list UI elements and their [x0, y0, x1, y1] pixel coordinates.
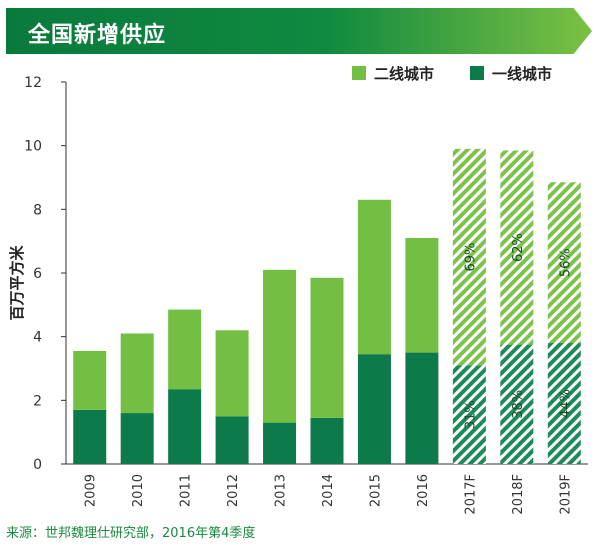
- banner-chevron-decoration: [573, 8, 592, 54]
- x-tick-label: 2018F: [511, 474, 526, 515]
- bar-tier2: [73, 350, 107, 410]
- x-tick-label: 2009: [84, 474, 99, 507]
- bar-tier2: [452, 148, 486, 366]
- source-note: 来源：世邦魏理仕研究部，2016年第4季度: [6, 526, 256, 541]
- x-tick-label: 2017F: [463, 474, 478, 515]
- bar-tier2: [215, 330, 249, 417]
- bar-tier2: [547, 182, 581, 344]
- x-tick-label: 2010: [131, 474, 146, 507]
- bar-tier1: [452, 365, 486, 464]
- legend-swatch: [470, 66, 484, 80]
- bar-tier2: [500, 150, 534, 345]
- legend-swatch: [352, 66, 366, 80]
- x-tick-label: 2012: [226, 474, 241, 507]
- y-tick-label: 4: [33, 330, 42, 346]
- data-label-tier1: 31%: [463, 400, 478, 429]
- y-tick-label: 6: [33, 266, 42, 282]
- bar-tier2: [357, 199, 391, 355]
- bar-tier1: [215, 416, 249, 464]
- bar-tier1: [357, 354, 391, 464]
- data-label-tier1: 44%: [558, 389, 573, 418]
- legend: 二线城市 一线城市: [352, 65, 552, 83]
- data-label-tier2: 69%: [463, 243, 478, 272]
- bars: [73, 148, 581, 464]
- legend-label: 一线城市: [492, 65, 552, 83]
- bar-tier1: [73, 409, 107, 464]
- bar-tier2: [168, 309, 202, 390]
- axes: 0 2 4 6 8 10 12 百万平方米 2009 2010 2011 2012 2013 2014 20…: [8, 75, 588, 515]
- x-tick-label: 2015: [368, 474, 383, 507]
- bar-tier1: [547, 343, 581, 464]
- y-tick-label: 10: [24, 139, 42, 155]
- title-banner: 全国新增供应: [6, 8, 592, 54]
- x-tick-label: 2019F: [558, 474, 573, 515]
- x-tick-label: 2016: [416, 474, 431, 507]
- y-tick-label: 0: [33, 457, 42, 473]
- data-label-tier1: 38%: [511, 390, 526, 419]
- chart-title: 全国新增供应: [28, 23, 167, 48]
- data-label-tier2: 62%: [511, 233, 526, 262]
- bar-tier2: [310, 277, 344, 418]
- bar-tier1: [263, 422, 297, 464]
- bar-tier1: [500, 344, 534, 464]
- data-labels: 69% 31% 62% 38% 56% 44%: [463, 233, 573, 429]
- data-label-tier2: 56%: [558, 248, 573, 277]
- y-axis-title: 百万平方米: [8, 245, 26, 321]
- y-tick-label: 12: [24, 75, 42, 91]
- bar-tier1: [310, 417, 344, 464]
- bar-tier1: [405, 352, 439, 464]
- x-tick-label: 2013: [274, 474, 289, 507]
- y-tick-label: 2: [33, 393, 42, 409]
- bar-tier2: [263, 269, 297, 423]
- bar-tier1: [168, 389, 202, 464]
- stacked-bar-chart: 0 2 4 6 8 10 12 百万平方米 2009 2010 2011 2012 2013 2014 20…: [8, 65, 588, 515]
- legend-label: 二线城市: [374, 65, 434, 83]
- x-tick-label: 2014: [321, 474, 336, 507]
- bar-tier2: [405, 237, 439, 353]
- y-tick-label: 8: [33, 202, 42, 218]
- bar-tier1: [120, 413, 154, 464]
- bar-tier2: [120, 333, 154, 414]
- x-tick-label: 2011: [179, 474, 194, 507]
